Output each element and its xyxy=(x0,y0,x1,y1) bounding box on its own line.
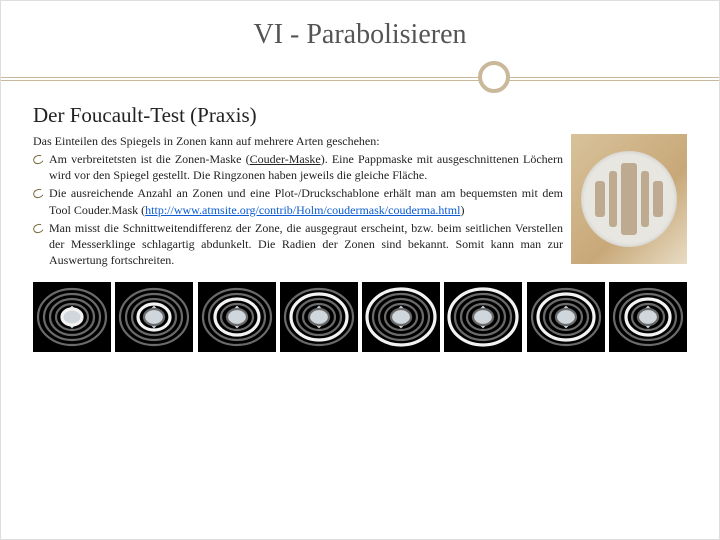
page-title: VI - Parabolisieren xyxy=(33,19,687,51)
slide-root: VI - Parabolisieren Der Foucault-Test (P… xyxy=(0,0,720,540)
foucault-frame xyxy=(362,282,440,352)
couder-mask-image xyxy=(571,134,687,264)
bullet-item: Die ausreichende Anzahl an Zonen und ein… xyxy=(49,185,563,217)
mask-slot xyxy=(621,163,637,235)
foucault-frame xyxy=(527,282,605,352)
foucault-frame xyxy=(33,282,111,352)
subtitle: Der Foucault-Test (Praxis) xyxy=(33,103,687,128)
mask-slot xyxy=(595,181,605,217)
text-column: Das Einteilen des Spiegels in Zonen kann… xyxy=(33,134,563,270)
foucault-frame xyxy=(609,282,687,352)
foucault-image-strip xyxy=(33,282,687,352)
mask-disc xyxy=(581,151,677,247)
title-divider xyxy=(33,59,687,95)
divider-line xyxy=(1,77,719,81)
mask-slot xyxy=(653,181,663,217)
bullet-item: Am verbreitetsten ist die Zonen-Maske (C… xyxy=(49,151,563,183)
bullet-item: Man misst die Schnittweitendifferenz der… xyxy=(49,220,563,269)
foucault-frame xyxy=(198,282,276,352)
bullet-list: Am verbreitetsten ist die Zonen-Maske (C… xyxy=(33,151,563,268)
intro-text: Das Einteilen des Spiegels in Zonen kann… xyxy=(33,134,563,149)
foucault-frame xyxy=(115,282,193,352)
bullet-text: Man misst die Schnittweitendifferenz der… xyxy=(49,221,563,267)
bullet-text: ) xyxy=(460,203,464,217)
mask-slot xyxy=(609,171,617,227)
external-link[interactable]: http://www.atmsite.org/contrib/Holm/coud… xyxy=(145,203,460,217)
underlined-term: Couder-Maske xyxy=(250,152,321,166)
divider-circle xyxy=(478,61,510,93)
foucault-frame xyxy=(280,282,358,352)
mask-slot xyxy=(641,171,649,227)
content-row: Das Einteilen des Spiegels in Zonen kann… xyxy=(33,134,687,270)
bullet-text: Am verbreitetsten ist die Zonen-Maske ( xyxy=(49,152,250,166)
foucault-frame xyxy=(444,282,522,352)
